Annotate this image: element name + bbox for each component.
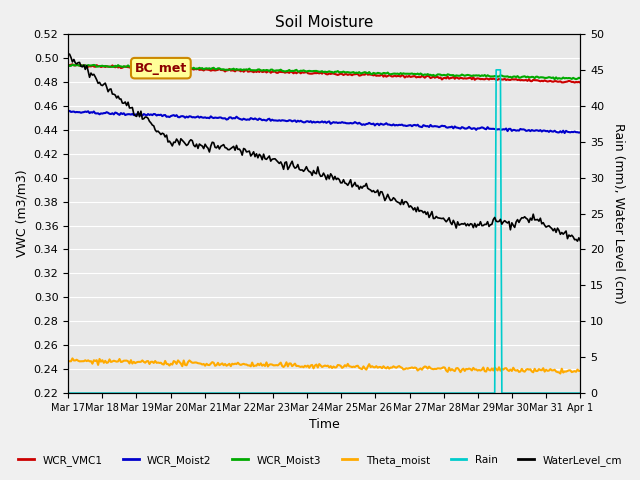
Legend: WCR_VMC1, WCR_Moist2, WCR_Moist3, Theta_moist, Rain, WaterLevel_cm: WCR_VMC1, WCR_Moist2, WCR_Moist3, Theta_… bbox=[14, 451, 626, 470]
Y-axis label: VWC (m3/m3): VWC (m3/m3) bbox=[15, 170, 28, 257]
Text: BC_met: BC_met bbox=[135, 61, 187, 75]
Title: Soil Moisture: Soil Moisture bbox=[275, 15, 373, 30]
Y-axis label: Rain (mm), Water Level (cm): Rain (mm), Water Level (cm) bbox=[612, 123, 625, 304]
X-axis label: Time: Time bbox=[309, 419, 340, 432]
